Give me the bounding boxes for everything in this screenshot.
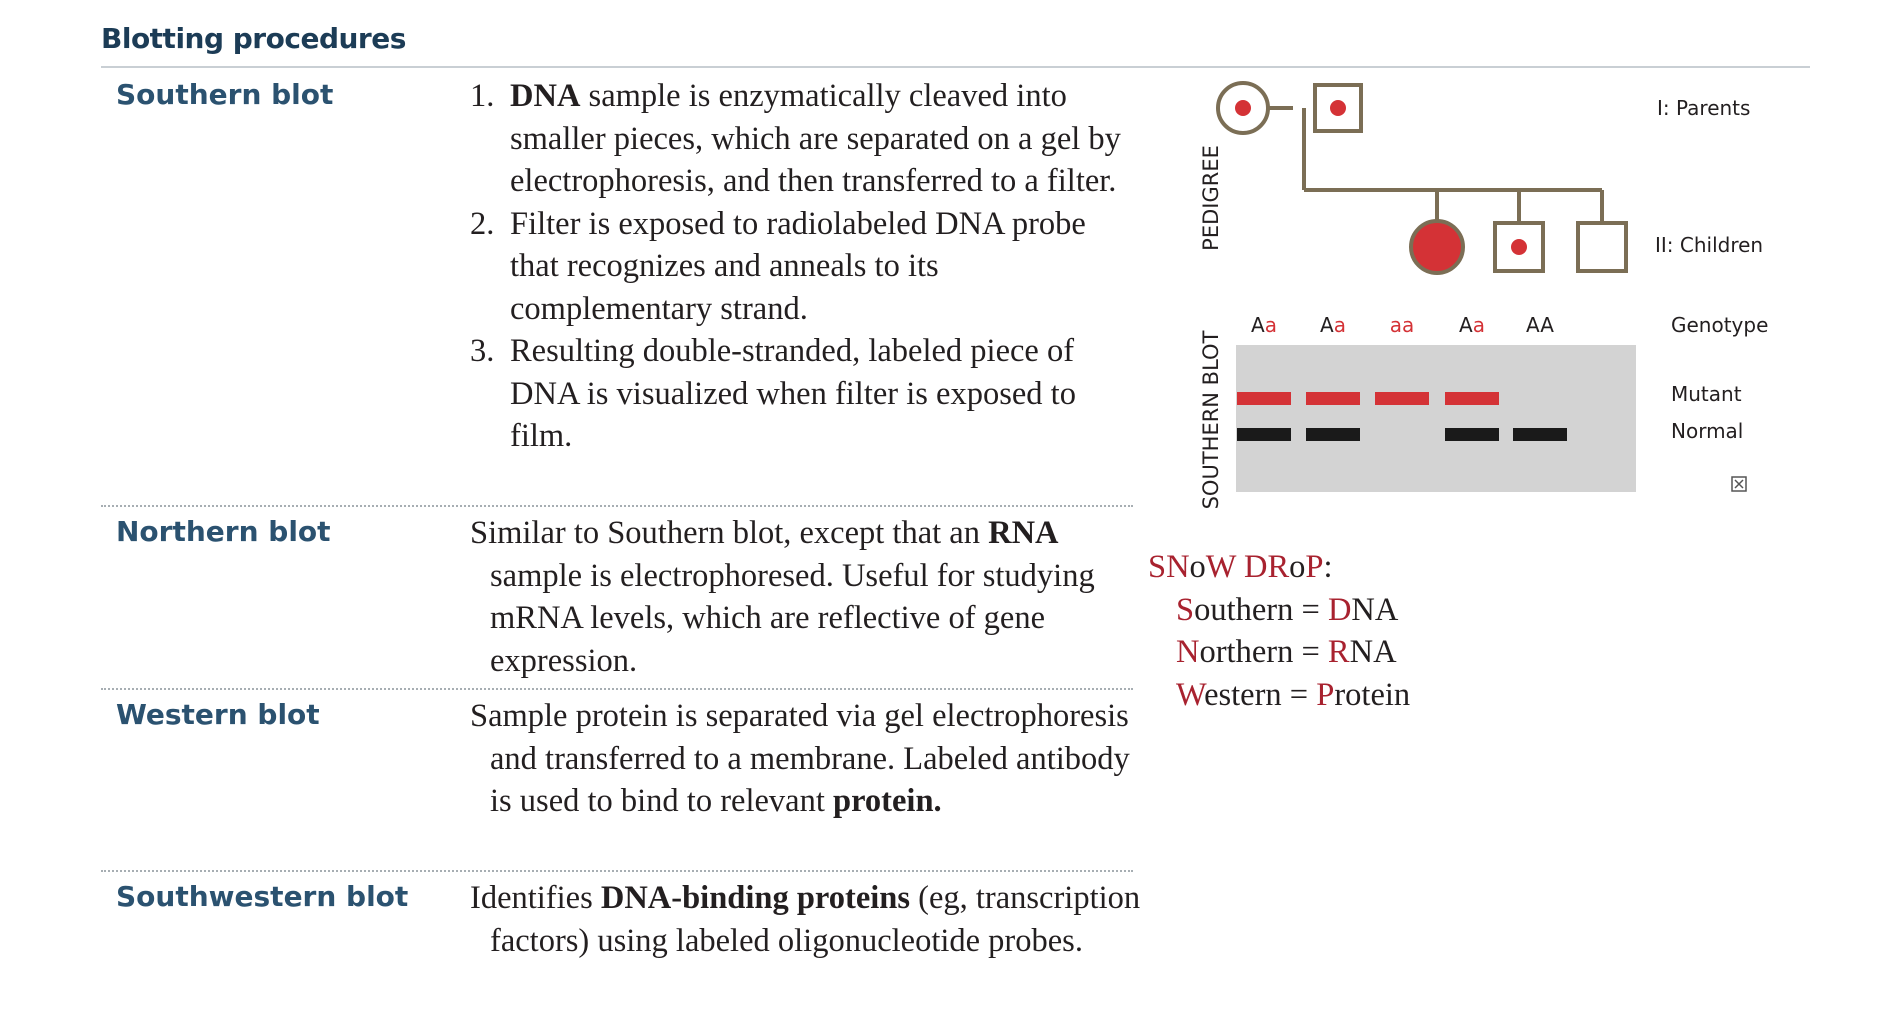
row-divider — [101, 688, 1133, 690]
term-western-blot: Western blot — [116, 698, 320, 731]
southern-steps-list: 1. DNA sample is enzymatically cleaved i… — [470, 75, 1130, 458]
gel-background — [1236, 345, 1636, 492]
desc-bold-term: DNA-binding proteins — [600, 880, 910, 916]
desc-bold-term: protein. — [833, 783, 942, 819]
generation-i-label: I: Parents — [1657, 96, 1750, 120]
southwestern-blot-description: Identifies DNA-binding proteins (eg, tra… — [470, 877, 1150, 962]
normal-band — [1445, 428, 1499, 441]
mnemonic-initial: N — [1176, 634, 1200, 670]
mutant-band — [1306, 392, 1360, 405]
mnemonic-text: rotein — [1334, 676, 1411, 713]
step-text-body: sample is enzymatically cleaved into sma… — [510, 78, 1121, 199]
mnemonic-initial: D — [1327, 591, 1352, 628]
genotype-label: Aa — [1320, 313, 1346, 337]
row-divider — [101, 505, 1133, 507]
desc-text: Sample protein is separated via gel elec… — [470, 698, 1130, 819]
mnemonic-line-southern: Southern = DNA — [1148, 589, 1410, 632]
section-title: Blotting procedures — [101, 22, 406, 55]
title-rule — [101, 66, 1810, 68]
mnemonic-heading-part: o — [1189, 549, 1206, 585]
mnemonic-line-northern: Northern = RNA — [1148, 631, 1410, 674]
step-text: Resulting double-stranded, labeled piece… — [510, 333, 1076, 454]
carrier-dot — [1235, 100, 1251, 116]
row-divider — [101, 870, 1133, 872]
term-northern-blot: Northern blot — [116, 515, 331, 548]
normal-band — [1306, 428, 1360, 441]
step-text: Filter is exposed to radiolabeled DNA pr… — [510, 205, 1086, 327]
desc-text: Identifies — [470, 880, 601, 916]
genotype-label: aa — [1390, 313, 1415, 337]
mnemonic-heading-part: o — [1289, 549, 1306, 585]
mnemonic-text: NA — [1349, 634, 1397, 670]
term-southwestern-blot: Southwestern blot — [116, 880, 409, 913]
desc-bold-term: RNA — [988, 515, 1059, 551]
affected-daughter-symbol — [1409, 219, 1465, 275]
mnemonic-heading-part: W DR — [1205, 549, 1290, 585]
normal-band — [1237, 428, 1291, 441]
mnemonic-heading-part: SN — [1148, 549, 1190, 585]
mnemonic-text: estern = — [1204, 676, 1317, 713]
desc-text: (eg, transcription factors) using labele… — [490, 880, 1141, 959]
mnemonic-initial: S — [1176, 591, 1195, 628]
step-item: 3. Resulting double-stranded, labeled pi… — [470, 330, 1130, 458]
mnemonic-text: outhern = — [1194, 591, 1328, 628]
desc-text: Similar to Southern blot, except that an — [470, 515, 989, 551]
mnemonic-heading-part: P — [1305, 549, 1324, 585]
step-bold-term: DNA — [510, 78, 581, 114]
pedigree-southern-blot-figure: PEDIGREE SOUTHERN BLOT I: Parents II: Ch… — [1199, 81, 1768, 509]
generation-ii-label: II: Children — [1655, 233, 1763, 257]
term-southern-blot: Southern blot — [116, 78, 334, 111]
mnemonic-line-western: Western = Protein — [1148, 674, 1410, 717]
northern-blot-description: Similar to Southern blot, except that an… — [470, 512, 1150, 682]
step-text: DNA sample is enzymatically cleaved into… — [510, 75, 1130, 203]
mnemonic-initial: W — [1176, 676, 1205, 713]
normal-band — [1513, 428, 1567, 441]
step-number: 1. — [470, 78, 495, 114]
gel-bands — [1237, 392, 1567, 441]
expand-icon[interactable] — [1731, 476, 1747, 492]
mnemonic-text: orthern = — [1199, 634, 1328, 670]
pedigree-side-label: PEDIGREE — [1199, 145, 1223, 251]
mutant-band — [1237, 392, 1291, 405]
step-number: 3. — [470, 333, 495, 369]
genotype-label: AA — [1526, 313, 1554, 337]
carrier-dot — [1511, 239, 1527, 255]
mnemonic-box: SNoW DRoP: Southern = DNA Northern = RNA… — [1148, 546, 1410, 716]
normal-band-label: Normal — [1671, 419, 1743, 443]
mutant-band — [1445, 392, 1499, 405]
southern-blot-description: 1. DNA sample is enzymatically cleaved i… — [470, 75, 1130, 458]
unaffected-son-symbol — [1576, 221, 1628, 273]
genotype-label: Aa — [1251, 313, 1277, 337]
desc-text: sample is electrophoresed. Useful for st… — [490, 557, 1095, 679]
mnemonic-heading-part: : — [1323, 549, 1333, 585]
mnemonic-initial: R — [1327, 634, 1350, 670]
mnemonic-heading: SNoW DRoP: — [1148, 546, 1410, 589]
genotype-labels: Aa Aa aa Aa AA — [1251, 313, 1554, 337]
step-number: 2. — [470, 205, 495, 242]
mnemonic-text: NA — [1351, 591, 1399, 628]
step-item: 1. DNA sample is enzymatically cleaved i… — [470, 75, 1130, 203]
carrier-dot — [1330, 100, 1346, 116]
genotype-header: Genotype — [1671, 313, 1768, 337]
mutant-band — [1375, 392, 1429, 405]
genotype-label: Aa — [1459, 313, 1485, 337]
mutant-band-label: Mutant — [1671, 382, 1742, 406]
mnemonic-initial: P — [1316, 676, 1335, 713]
southern-blot-side-label: SOUTHERN BLOT — [1199, 330, 1223, 509]
western-blot-description: Sample protein is separated via gel elec… — [470, 695, 1150, 823]
step-item: 2. Filter is exposed to radiolabeled DNA… — [470, 203, 1130, 331]
